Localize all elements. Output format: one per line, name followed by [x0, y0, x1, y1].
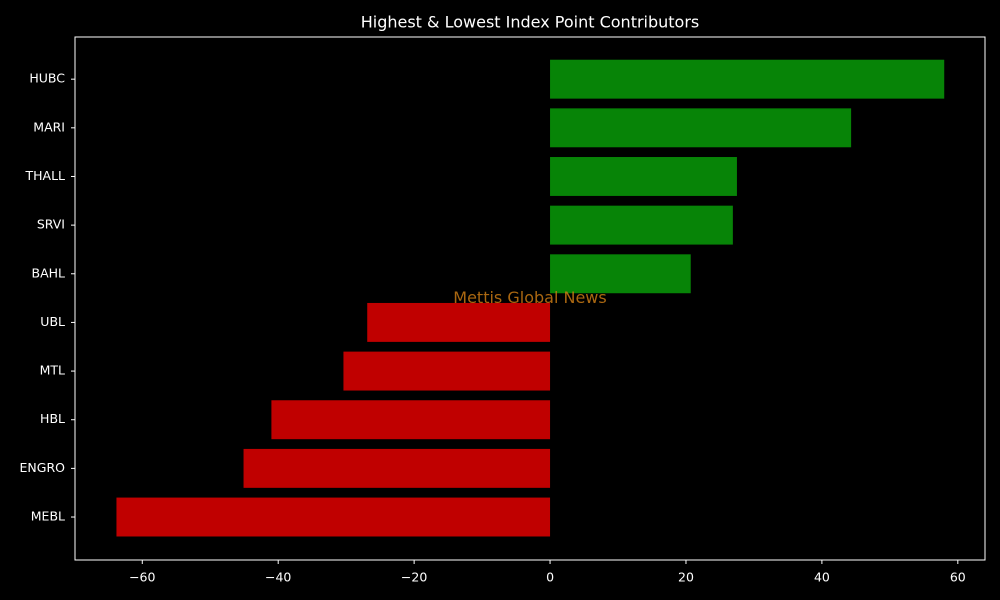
x-tick-label: 40 — [814, 570, 830, 585]
x-tick-label: 0 — [546, 570, 554, 585]
bar — [343, 351, 551, 391]
y-tick-label: ENGRO — [20, 460, 66, 475]
y-tick-label: UBL — [40, 314, 65, 329]
bar — [550, 59, 945, 99]
x-tick-label: 60 — [950, 570, 966, 585]
bar — [243, 448, 551, 488]
bar — [550, 205, 733, 245]
bar — [271, 400, 551, 440]
y-tick-label: SRVI — [37, 217, 65, 232]
y-tick-label: HUBC — [29, 71, 65, 86]
y-tick-label: MARI — [33, 119, 65, 134]
bar — [550, 254, 691, 294]
x-tick-label: 20 — [678, 570, 694, 585]
x-tick-label: −40 — [265, 570, 291, 585]
y-tick-label: MEBL — [31, 509, 65, 524]
x-tick-label: −20 — [401, 570, 427, 585]
bar — [367, 302, 551, 342]
y-tick-label: BAHL — [32, 265, 66, 280]
bar — [550, 108, 852, 148]
chart-title: Highest & Lowest Index Point Contributor… — [361, 13, 700, 32]
bar — [550, 157, 737, 196]
watermark: Mettis Global News — [453, 288, 606, 307]
y-tick-label: THALL — [24, 168, 65, 183]
bar — [116, 497, 551, 537]
x-tick-label: −60 — [129, 570, 155, 585]
y-tick-label: MTL — [40, 363, 65, 378]
plot-frame — [74, 36, 986, 561]
y-tick-label: HBL — [40, 411, 65, 426]
